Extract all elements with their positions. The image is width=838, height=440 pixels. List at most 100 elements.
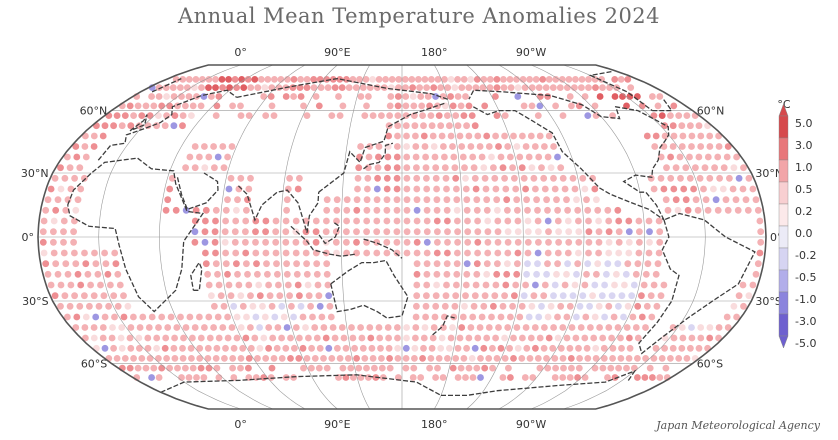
anomaly-dot (420, 344, 427, 352)
anomaly-dot (423, 206, 431, 214)
anomaly-dot (573, 270, 580, 278)
anomaly-dot (270, 355, 278, 362)
lat-label-left: 0° (22, 231, 35, 244)
anomaly-dot (599, 334, 607, 342)
anomaly-dot (74, 270, 82, 278)
anomaly-dot (434, 76, 442, 83)
anomaly-dot (465, 102, 473, 110)
coastline (363, 142, 394, 170)
anomaly-dot (260, 93, 268, 100)
anomaly-dot (704, 206, 712, 214)
anomaly-dot (611, 281, 618, 289)
anomaly-dot (340, 334, 348, 342)
anomaly-dot (97, 281, 104, 289)
anomaly-dot (534, 112, 542, 119)
anomaly-dot (649, 93, 656, 100)
anomaly-dot (117, 334, 125, 342)
anomaly-dot (723, 153, 731, 161)
anomaly-dot (456, 334, 464, 342)
anomaly-dot (579, 292, 587, 300)
anomaly-dot (595, 302, 603, 310)
anomaly-dot (127, 324, 135, 331)
anomaly-dot (563, 334, 571, 342)
anomaly-dot (557, 302, 565, 310)
anomaly-dot (650, 355, 658, 362)
anomaly-dot (394, 102, 402, 110)
anomaly-dot (237, 292, 245, 300)
anomaly-dot (393, 185, 401, 193)
anomaly-dot (412, 334, 419, 342)
anomaly-dot (228, 143, 236, 150)
anomaly-dot (489, 344, 496, 352)
anomaly-dot (450, 313, 458, 321)
anomaly-dot (322, 334, 330, 342)
anomaly-dot (205, 313, 213, 321)
anomaly-dot (282, 249, 290, 257)
anomaly-dot (191, 238, 199, 246)
anomaly-dot (374, 164, 382, 172)
anomaly-dot (646, 238, 653, 246)
anomaly-dot (42, 206, 50, 214)
anomaly-dot (257, 76, 265, 83)
anomaly-dot (473, 206, 481, 214)
anomaly-dot (51, 292, 59, 300)
anomaly-dot (423, 281, 431, 289)
anomaly-dot (353, 228, 360, 236)
anomaly-dot (614, 206, 622, 214)
anomaly-dot (555, 238, 562, 246)
anomaly-dot (179, 344, 186, 352)
anomaly-dot (409, 93, 417, 100)
anomaly-dot (201, 238, 209, 246)
anomaly-dot (373, 228, 381, 236)
anomaly-dot (254, 355, 261, 362)
anomaly-dot (242, 228, 249, 236)
anomaly-dot (474, 249, 481, 257)
anomaly-dot (661, 132, 669, 140)
anomaly-dot (499, 374, 507, 381)
anomaly-dot (444, 249, 451, 257)
anomaly-dot (213, 344, 221, 352)
anomaly-dot (687, 122, 694, 130)
anomaly-dot (438, 132, 446, 140)
anomaly-dot (178, 374, 185, 381)
anomaly-dot (163, 93, 171, 100)
anomaly-dot (611, 76, 619, 83)
colorbar-tick-label: 1.0 (795, 161, 813, 174)
anomaly-dot (591, 364, 599, 372)
anomaly-dot (136, 324, 144, 331)
anomaly-dot (417, 93, 425, 100)
anomaly-dot (277, 76, 285, 83)
anomaly-dot (329, 324, 337, 331)
anomaly-dot (667, 174, 675, 182)
anomaly-dot (222, 260, 230, 268)
anomaly-dot (323, 270, 331, 278)
anomaly-dot (316, 302, 324, 310)
anomaly-dot (510, 355, 517, 362)
anomaly-dot (237, 324, 245, 331)
anomaly-dot (423, 84, 430, 91)
anomaly-dot (429, 334, 437, 342)
anomaly-dot (40, 249, 48, 257)
anomaly-dot (202, 249, 209, 257)
anomaly-dot (591, 102, 599, 110)
anomaly-dot (385, 344, 393, 352)
anomaly-dot (47, 185, 55, 193)
anomaly-dot (615, 302, 622, 310)
anomaly-dot (555, 228, 562, 236)
anomaly-dot (393, 217, 401, 225)
anomaly-dot (114, 270, 122, 278)
anomaly-dot (471, 344, 479, 352)
anomaly-dot (256, 292, 264, 300)
anomaly-dot (394, 122, 402, 130)
anomaly-dot (222, 249, 230, 257)
coastline (151, 78, 182, 93)
anomaly-dot (177, 313, 184, 321)
anomaly-dot (164, 196, 172, 204)
anomaly-dot (294, 281, 302, 289)
anomaly-dot (458, 324, 466, 331)
anomaly-dot (369, 76, 376, 83)
meridian-line (219, 64, 306, 410)
anomaly-dot (442, 174, 450, 182)
anomaly-dot (224, 196, 231, 204)
anomaly-dot (413, 185, 421, 193)
